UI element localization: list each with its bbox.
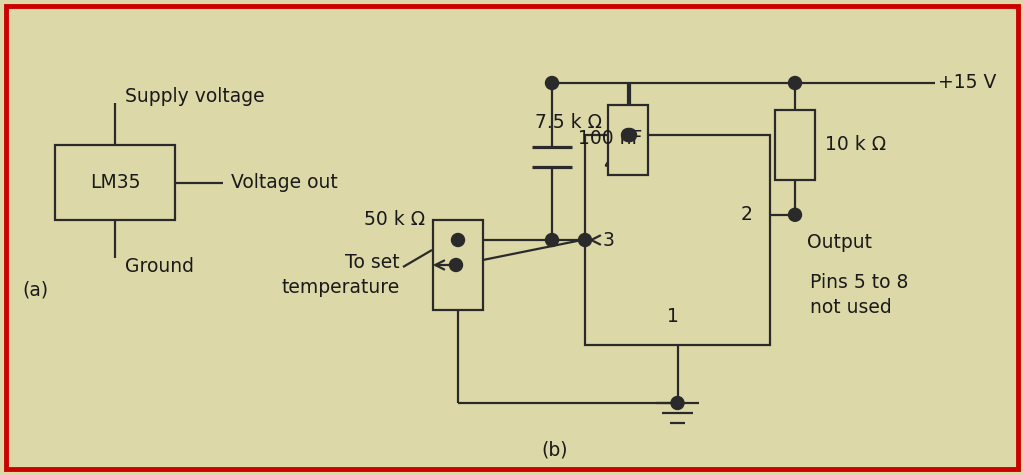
- Text: To set
temperature: To set temperature: [282, 253, 400, 296]
- Circle shape: [546, 234, 558, 247]
- Bar: [585, 135, 770, 345]
- Circle shape: [579, 234, 592, 247]
- Text: (a): (a): [22, 281, 48, 300]
- Bar: [55, 145, 175, 220]
- Circle shape: [450, 258, 463, 272]
- Text: Output: Output: [807, 233, 872, 252]
- Text: +15 V: +15 V: [938, 74, 996, 93]
- Text: 100 nF: 100 nF: [578, 129, 642, 148]
- Text: 7.5 k Ω: 7.5 k Ω: [535, 113, 602, 132]
- Text: 10 k Ω: 10 k Ω: [825, 135, 886, 154]
- Circle shape: [788, 209, 802, 221]
- Text: Ground: Ground: [125, 256, 194, 275]
- Text: LM35: LM35: [90, 173, 140, 192]
- Circle shape: [452, 234, 465, 247]
- Bar: [775, 110, 815, 180]
- Circle shape: [788, 76, 802, 89]
- Text: Pins 5 to 8
not used: Pins 5 to 8 not used: [810, 274, 908, 317]
- Circle shape: [546, 76, 558, 89]
- Circle shape: [622, 129, 635, 142]
- Text: 2: 2: [740, 205, 752, 224]
- Text: Supply voltage: Supply voltage: [125, 87, 264, 106]
- Circle shape: [671, 397, 684, 409]
- Text: Voltage out: Voltage out: [231, 173, 338, 192]
- Text: 4: 4: [603, 155, 615, 174]
- Circle shape: [624, 129, 637, 142]
- Text: (b): (b): [542, 440, 568, 459]
- Text: 50 k Ω: 50 k Ω: [364, 210, 425, 229]
- Bar: [433, 220, 483, 310]
- Text: 3: 3: [603, 230, 614, 249]
- Bar: [608, 105, 648, 175]
- Text: 1: 1: [667, 307, 679, 326]
